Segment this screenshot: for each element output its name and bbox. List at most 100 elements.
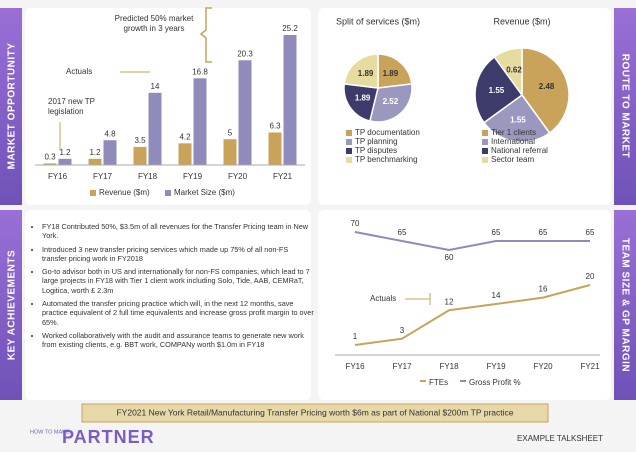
legend-label: National referral	[491, 146, 548, 155]
data-label: 1.89	[383, 69, 399, 78]
achievement: Worked collaboratively with the audit an…	[42, 331, 314, 350]
logo: PARTNER	[62, 427, 155, 447]
achievement: Go-to advisor both in US and internation…	[42, 267, 314, 295]
x-tick-label: FY19	[183, 172, 203, 181]
data-label: 6.3	[269, 122, 281, 131]
legend-label: International	[491, 137, 535, 146]
data-label: 2.48	[539, 82, 555, 91]
bracket	[199, 7, 212, 63]
data-label: 65	[398, 228, 407, 237]
side-label: ROUTE TO MARKET	[619, 54, 630, 159]
legend-label: TP planning	[355, 137, 398, 146]
side-label: KEY ACHIEVEMENTS	[7, 250, 18, 360]
legend-swatch	[482, 148, 488, 154]
bar	[88, 158, 102, 165]
legend-label: TP benchmarking	[355, 155, 418, 164]
x-tick-label: FY21	[273, 172, 293, 181]
panel	[25, 210, 311, 400]
data-label: 16	[539, 285, 548, 294]
data-label: 25.2	[282, 24, 298, 33]
bar	[238, 60, 252, 165]
data-label: 1.2	[89, 148, 101, 157]
bar	[58, 158, 72, 165]
legend-label: TP documentation	[355, 128, 420, 137]
data-label: 60	[445, 253, 454, 262]
legend-swatch	[90, 190, 96, 196]
banner-text: FY2021 New York Retail/Manufacturing Tra…	[116, 407, 513, 417]
x-tick-label: FY18	[138, 172, 158, 181]
data-label: 1.55	[510, 116, 526, 125]
bar	[283, 35, 297, 165]
data-label: 0.62	[506, 66, 522, 75]
data-label: 1.55	[489, 86, 505, 95]
bar	[43, 163, 57, 165]
data-label: 1.89	[358, 69, 374, 78]
data-label: 3.5	[134, 136, 146, 145]
data-label: 65	[492, 228, 501, 237]
bar	[268, 132, 282, 165]
side-label: MARKET OPPORTUNITY	[7, 43, 18, 170]
legend-swatch	[460, 380, 466, 382]
pie-slice	[377, 53, 413, 89]
banner	[81, 403, 549, 423]
data-label: 1.2	[59, 148, 71, 157]
legend-label: Revenue ($m)	[99, 188, 150, 197]
x-tick-label: FY20	[533, 362, 553, 371]
legend-label: FTEs	[429, 378, 448, 387]
pie-title: Revenue ($m)	[493, 16, 550, 26]
legend-swatch	[346, 130, 352, 136]
data-label: 20.3	[237, 49, 253, 58]
panel	[318, 210, 611, 400]
achievement: Introduced 3 new transfer pricing servic…	[42, 245, 314, 264]
pie-title: Split of services ($m)	[336, 16, 420, 26]
bar	[133, 146, 147, 165]
x-tick-label: FY16	[345, 362, 365, 371]
annotation: 2017 new TP legislation	[48, 97, 95, 116]
data-label: 65	[586, 228, 595, 237]
pie-slice	[343, 83, 379, 122]
legend-swatch	[346, 139, 352, 145]
side-bar	[614, 210, 636, 400]
legend-label: Tier 1 clients	[491, 128, 536, 137]
footer-label: EXAMPLE TALKSHEET	[517, 434, 603, 443]
data-label: 0.3	[44, 153, 56, 162]
achievement: Automated the transfer pricing practice …	[42, 299, 314, 327]
data-label: 4.8	[104, 129, 116, 138]
data-label: 70	[351, 219, 360, 228]
bar	[178, 143, 192, 165]
x-tick-label: FY17	[93, 172, 113, 181]
side-bar	[0, 8, 22, 205]
legend-label: Market Size ($m)	[174, 188, 235, 197]
bar	[223, 139, 237, 165]
data-label: 12	[445, 297, 454, 306]
legend-swatch	[165, 190, 171, 196]
legend-swatch	[482, 157, 488, 163]
legend-swatch	[482, 139, 488, 145]
data-label: 1.89	[355, 94, 371, 103]
data-label: 5	[228, 128, 233, 137]
data-label: 16.8	[192, 67, 208, 76]
data-label: 2.52	[383, 97, 399, 106]
achievements: FY18 Contributed 50%, $3.5m of all reven…	[30, 222, 314, 354]
x-tick-label: FY21	[580, 362, 600, 371]
data-label: 14	[151, 82, 160, 91]
pie-slice	[493, 47, 523, 98]
x-tick-label: FY17	[392, 362, 412, 371]
pie-slice	[521, 47, 570, 135]
data-label: 1	[353, 332, 358, 341]
legend-label: Sector team	[491, 155, 534, 164]
legend-swatch	[420, 380, 426, 382]
x-tick-label: FY20	[228, 172, 248, 181]
data-label: 65	[539, 228, 548, 237]
side-bar	[0, 210, 22, 400]
bar	[103, 140, 117, 165]
legend-swatch	[346, 157, 352, 163]
data-label: 3	[400, 326, 405, 335]
pie-slice	[343, 53, 379, 89]
data-label: 14	[492, 291, 501, 300]
bar	[193, 78, 207, 165]
side-label: TEAM SIZE & GP MARGIN	[619, 238, 630, 372]
data-label: 4.2	[179, 132, 191, 141]
